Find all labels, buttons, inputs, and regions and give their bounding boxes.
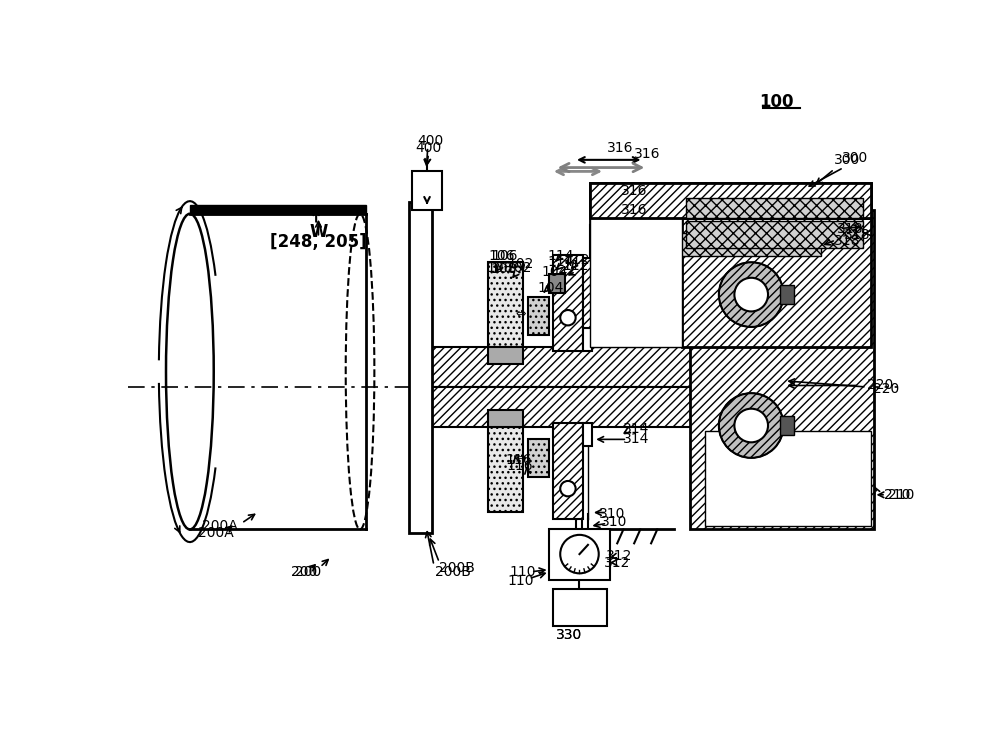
Bar	[412, 171, 442, 210]
Bar	[590, 218, 682, 347]
Text: 318: 318	[844, 227, 871, 241]
Bar	[780, 416, 794, 434]
Circle shape	[560, 481, 576, 496]
Bar	[690, 210, 874, 529]
Text: 210: 210	[888, 488, 915, 502]
Text: 100: 100	[759, 93, 794, 111]
Text: ⇔: ⇔	[516, 451, 526, 464]
Bar	[590, 183, 871, 218]
Text: 314: 314	[623, 422, 649, 437]
Bar	[620, 225, 824, 279]
Text: 300: 300	[834, 153, 860, 167]
Bar	[590, 183, 871, 225]
Text: 312: 312	[604, 555, 630, 569]
Bar	[432, 387, 867, 427]
Text: 112: 112	[562, 259, 589, 273]
Text: 102: 102	[507, 257, 533, 270]
Text: 116: 116	[505, 453, 532, 467]
Text: 116: 116	[507, 459, 534, 472]
Text: 108: 108	[490, 262, 517, 276]
Text: 114: 114	[547, 255, 573, 269]
Bar	[432, 347, 867, 387]
Bar	[528, 297, 549, 335]
Bar	[488, 347, 523, 364]
Text: 330: 330	[556, 628, 582, 642]
Bar	[488, 427, 523, 512]
Bar	[686, 222, 863, 249]
Bar	[488, 262, 523, 347]
Bar	[528, 439, 549, 477]
Text: 114: 114	[547, 249, 573, 263]
Circle shape	[560, 535, 599, 573]
Text: 314: 314	[623, 432, 649, 446]
Circle shape	[719, 262, 784, 327]
Text: [248, 205]: [248, 205]	[270, 233, 367, 252]
Bar	[682, 218, 871, 347]
Circle shape	[560, 310, 576, 325]
Bar	[624, 233, 821, 256]
Bar	[488, 410, 523, 427]
Text: 200B: 200B	[436, 565, 471, 579]
Text: 310: 310	[601, 515, 627, 529]
Text: 106: 106	[492, 249, 518, 263]
Text: 104: 104	[542, 265, 568, 278]
Text: 110: 110	[509, 565, 536, 579]
Circle shape	[734, 409, 768, 443]
Text: 400: 400	[415, 141, 442, 155]
Text: 102: 102	[505, 261, 532, 275]
Text: 318: 318	[837, 222, 863, 236]
Text: 316: 316	[607, 141, 634, 155]
Text: 300: 300	[842, 152, 868, 165]
Text: 318: 318	[834, 234, 861, 248]
Text: 330: 330	[556, 628, 582, 642]
Text: 220: 220	[873, 381, 899, 396]
Bar	[590, 225, 620, 279]
Text: 312: 312	[606, 550, 632, 564]
Bar	[705, 431, 871, 526]
Text: W: W	[309, 223, 328, 241]
Bar	[553, 589, 607, 625]
Text: 210: 210	[884, 488, 910, 502]
Text: 200: 200	[291, 565, 318, 579]
Text: 316: 316	[621, 203, 647, 217]
Bar	[409, 202, 432, 534]
Text: 400: 400	[417, 133, 443, 147]
Text: 200A: 200A	[202, 518, 238, 533]
Text: 220: 220	[867, 378, 893, 392]
Text: 200: 200	[295, 565, 322, 579]
Bar	[705, 214, 871, 347]
Bar	[549, 529, 610, 580]
Text: 316: 316	[621, 184, 647, 198]
Bar	[190, 206, 366, 214]
Bar	[583, 424, 592, 446]
Bar	[583, 328, 592, 351]
Text: ⇔: ⇔	[516, 308, 526, 321]
Circle shape	[719, 393, 784, 458]
Text: 310: 310	[599, 507, 626, 521]
Bar	[686, 198, 863, 218]
Bar	[583, 258, 592, 328]
Bar	[780, 285, 794, 304]
Bar	[603, 229, 620, 271]
Text: 106: 106	[488, 249, 515, 263]
Text: 112: 112	[564, 253, 590, 267]
Bar	[553, 254, 583, 351]
Text: 200B: 200B	[439, 561, 475, 575]
Circle shape	[734, 278, 768, 311]
Text: 104: 104	[538, 281, 564, 295]
Bar	[553, 424, 583, 520]
Text: 108: 108	[486, 261, 513, 275]
Text: 200A: 200A	[198, 526, 234, 540]
Text: 110: 110	[508, 574, 534, 588]
Bar	[549, 274, 565, 293]
Text: 316: 316	[634, 147, 660, 161]
